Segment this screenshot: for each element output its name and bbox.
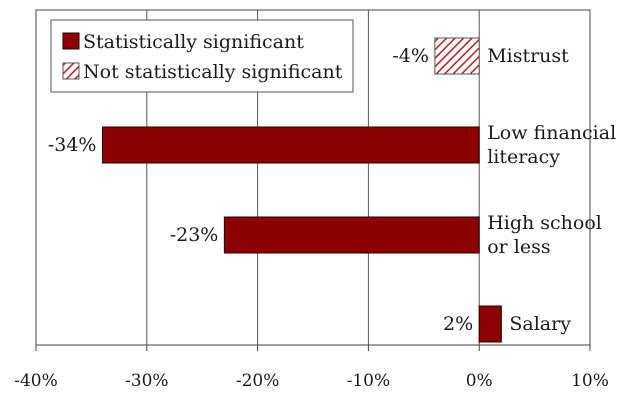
x-tick-label: 0% [466, 371, 493, 391]
legend: Statistically significant Not statistical… [50, 19, 354, 93]
data-label: -34% [48, 134, 97, 156]
legend-box [50, 19, 354, 93]
x-tick-label: -10% [347, 371, 391, 391]
x-tick-label: -30% [125, 371, 169, 391]
x-axis: -40% -30% -20% -10% 0% 10% [14, 345, 609, 391]
bar [434, 37, 480, 75]
bar [478, 305, 502, 343]
x-tick-label: 10% [571, 371, 609, 391]
plot-area [35, 9, 591, 346]
x-tick-label: -40% [14, 371, 58, 391]
category-label: Low financial literacy [487, 122, 616, 168]
legend-label: Statistically significant [83, 31, 304, 53]
data-label: -4% [392, 45, 429, 67]
legend-label: Not statistically significant [83, 61, 343, 83]
x-tick-label: -20% [236, 371, 280, 391]
category-label: Mistrust [487, 45, 569, 67]
bar [223, 216, 480, 254]
bars: -4% Mistrust -34% Low financial literacy -23%… [48, 37, 616, 343]
data-label: 2% [443, 313, 473, 335]
category-label: Salary [509, 313, 571, 335]
legend-swatch [62, 32, 80, 50]
category-label: High school or less [487, 212, 602, 258]
data-label: -23% [170, 224, 219, 246]
bar [101, 126, 480, 164]
legend-swatch [62, 62, 80, 80]
